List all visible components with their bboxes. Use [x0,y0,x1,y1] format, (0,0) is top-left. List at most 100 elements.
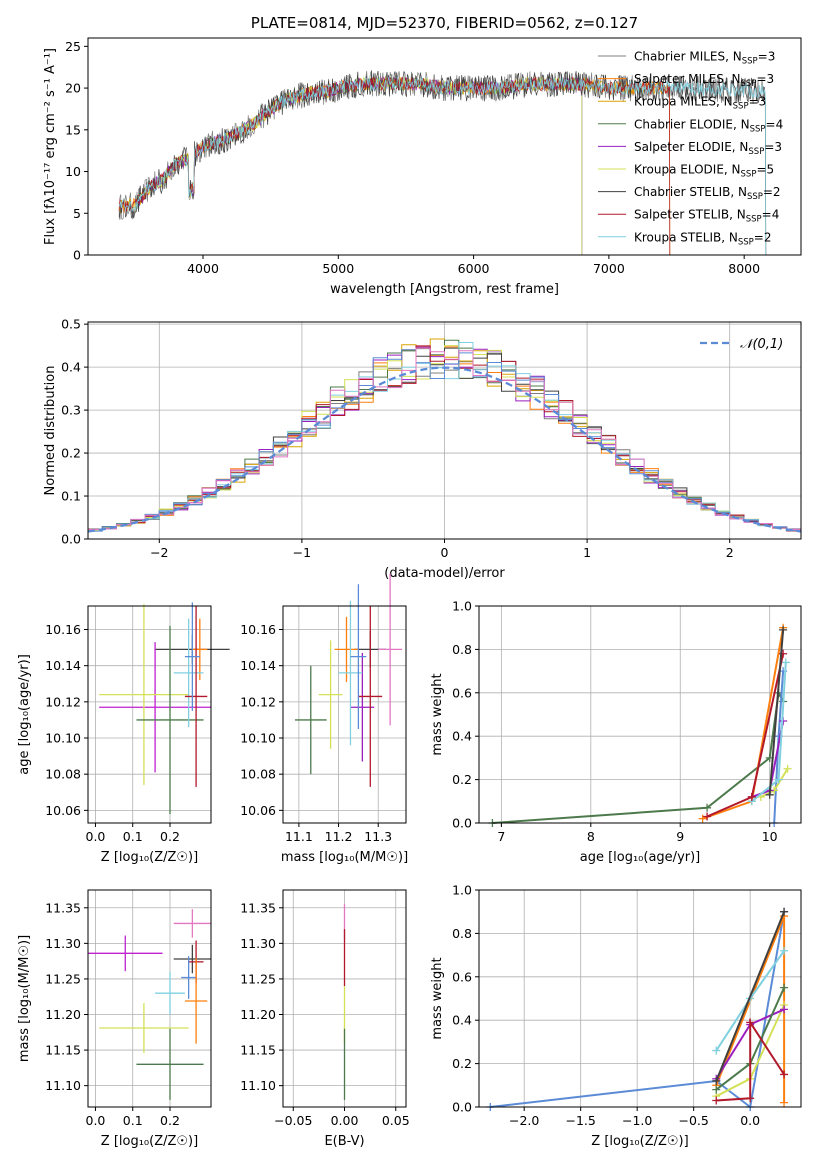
weight-point [703,812,712,821]
weight-point [712,1076,721,1085]
panel-age-vs-Z: 0.0 0.1 0.2 10.06 10.08 10.10 10.12 10.14 10.16 Z… [17,602,230,865]
axes-frame [87,321,802,540]
x-tick-label: 0.0 [86,1113,106,1128]
legend-label: Salpeter MILES, NSSP=3 [634,72,774,89]
weight-point [780,1070,789,1079]
y-tick-label: 10.12 [45,694,81,709]
weight-point [712,1046,721,1055]
x-tick-label: −1 [293,545,311,560]
y-tick-label: 0.2 [452,772,472,787]
x-tick-label: −1.0 [622,1113,652,1128]
y-tick-label: 11.15 [240,1043,276,1058]
y-tick-label: 0.0 [61,532,81,547]
axes-frame [282,605,407,824]
weight-point [783,764,792,773]
weight-line [768,629,785,795]
legend-label: Kroupa ELODIE, NSSP=5 [634,163,774,180]
spectrum-plot-area [118,69,767,255]
y-tick-label: 0.8 [452,926,472,941]
x-tick-label: 9 [676,829,684,844]
weight-point [780,1005,789,1014]
x-tick-label: 0.0 [86,829,106,844]
y-tick-label: 0.6 [452,685,472,700]
y-tick-label: 20 [65,81,81,96]
x-tick-label: 0.1 [123,1113,143,1128]
x-tick-label: −2 [150,545,168,560]
spectrum-line [118,76,671,255]
x-tick-label: −1.5 [566,1113,596,1128]
spectrum-line [135,76,583,255]
weight-point [765,790,774,799]
y-tick-label: 11.30 [45,936,81,951]
x-tick-label: 0.00 [331,1113,359,1128]
axes-frame [478,605,802,824]
x-tick-label: 2 [726,545,734,560]
legend-label: Kroupa MILES, NSSP=3 [634,95,766,112]
y-axis-label: age [log₁₀(age/yr)] [17,654,32,775]
x-axis-label: Z [log₁₀(Z/Z☉)] [101,1134,198,1149]
y-axis-label: Normed distribution [43,366,58,496]
y-tick-label: 10.08 [240,767,276,782]
weight-point [781,658,790,667]
weight-point [774,775,783,784]
weight-point [780,907,789,916]
spectrum-line [118,76,671,255]
weight-point [712,1085,721,1094]
x-tick-label: 10 [762,829,778,844]
x-tick-label: 8000 [728,261,760,276]
legend-label: Salpeter STELIB, NSSP=4 [634,208,779,225]
x-axis-label: Z [log₁₀(Z/Z☉)] [591,1134,688,1149]
y-tick-label: 11.35 [45,900,81,915]
spectrum-line [135,76,583,255]
axes-frame [87,605,212,824]
y-tick-label: 10 [65,164,81,179]
y-tick-label: 0.6 [452,969,472,984]
weight-point [746,1094,755,1103]
x-tick-label: −0.05 [274,1113,312,1128]
x-tick-label: 11.3 [364,829,392,844]
panel-mass-vs-Z: 0.0 0.1 0.2 11.10 11.15 11.20 11.25 11.30 11.35 Z… [17,889,212,1149]
weight-line [715,911,786,1082]
y-tick-label: 0.2 [61,446,81,461]
y-tick-label: 0.0 [452,816,472,831]
x-tick-label: 0.2 [160,1113,180,1128]
legend-label: Chabrier MILES, NSSP=3 [634,50,775,67]
y-tick-label: 11.30 [240,936,276,951]
weight-point [780,983,789,992]
y-tick-label: 10.10 [45,731,81,746]
y-tick-label: 0.1 [61,489,81,504]
x-tick-label: 7000 [593,261,625,276]
y-tick-label: 11.20 [240,1007,276,1022]
residual-plot-area [88,338,801,534]
y-tick-label: 10.12 [240,694,276,709]
y-tick-label: 0.8 [452,642,472,657]
y-tick-label: 0.4 [61,360,81,375]
panel-mass-vs-ebv: −0.05 0.00 0.05 11.10 11.15 11.20 11.25 11.30 11… [240,889,410,1149]
y-tick-label: 11.25 [240,971,276,986]
x-axis-label: wavelength [Angstrom, rest frame] [330,282,559,297]
y-tick-label: 5 [73,206,81,221]
y-tick-label: 0.4 [452,729,472,744]
y-tick-label: 11.25 [45,971,81,986]
y-tick-label: 10.06 [240,803,276,818]
x-axis-label: age [log₁₀(age/yr)] [580,850,701,865]
histogram-step [88,347,801,534]
y-axis-label: mass weight [430,673,445,755]
weight-point [746,1018,755,1027]
y-tick-label: 10.16 [45,622,81,637]
weight-point [703,803,712,812]
y-tick-label: 0.3 [61,403,81,418]
spectrum-line [135,76,583,255]
x-tick-label: 6000 [458,261,490,276]
x-tick-label: 1 [583,545,591,560]
y-tick-label: 10.14 [240,658,276,673]
spectrum-line [118,76,671,255]
x-tick-label: 0.2 [160,829,180,844]
y-tick-label: 11.10 [240,1078,276,1093]
axes-frame [478,889,802,1108]
y-tick-label: 10.10 [240,731,276,746]
legend-label: Chabrier ELODIE, NSSP=4 [634,117,783,134]
y-axis-label: Flux [fλ10⁻¹⁷ erg cm⁻² s⁻¹ A⁻¹] [43,48,58,245]
legend-label: Chabrier STELIB, NSSP=2 [634,185,781,202]
